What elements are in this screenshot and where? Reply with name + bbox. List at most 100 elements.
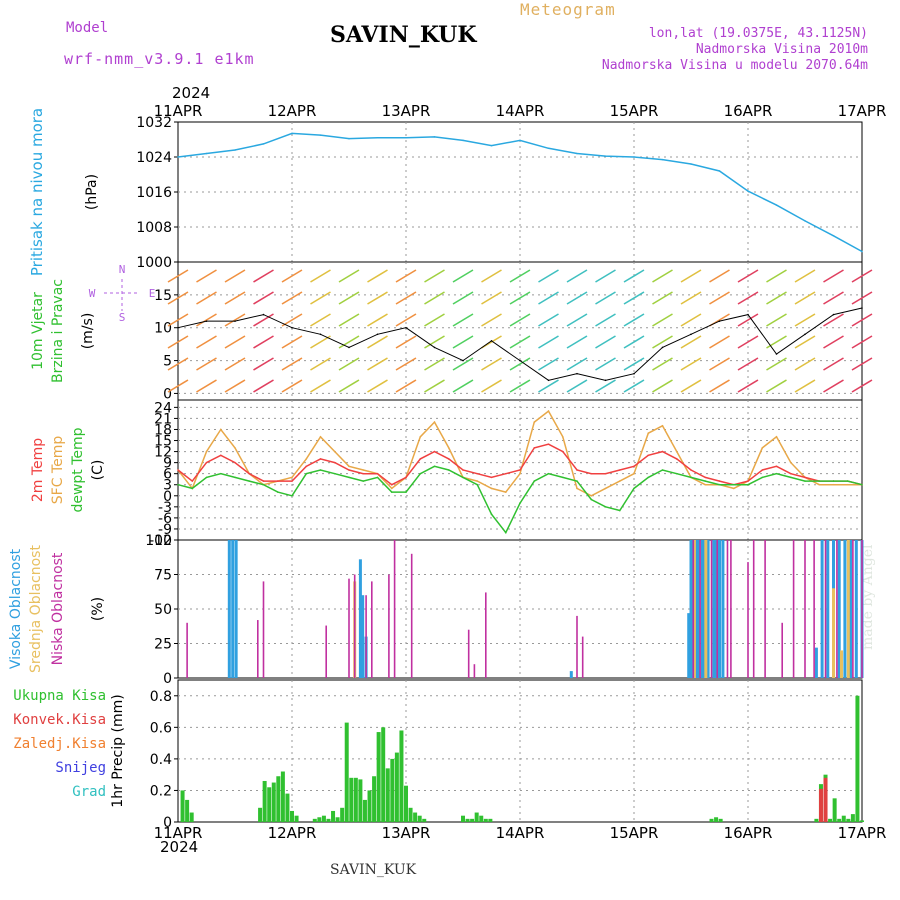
wind_speed-point [376,333,379,336]
wind-barb [709,335,730,349]
pressure-point [234,149,236,151]
wind-barb [851,313,873,327]
wind-barb [310,357,331,371]
sfc_temp-point [675,450,678,453]
wind_speed-point [490,340,493,342]
temp2m-point [633,465,635,468]
wind-barb [794,335,816,349]
high_cloud-bar [697,540,701,678]
temperature-y-tick-label: 3 [163,478,172,494]
temp2m-point [433,450,436,453]
dewpt-point [248,480,251,482]
temp2m-point [519,469,521,471]
high_cloud-bar [843,540,847,678]
wind-barb [367,291,388,305]
sfc_temp-point [561,436,564,438]
wind-barb [481,313,502,327]
dewpt-point [405,491,407,493]
pressure-point [804,220,806,222]
low_cloud-bar [393,540,396,678]
wind-barb [310,335,331,349]
compass-south: S [119,311,126,324]
temp2m-point [177,469,179,471]
sfc_temp-point [390,487,393,490]
wind-barb [538,313,559,327]
sfc_temp-point [576,487,578,490]
compass-east: E [149,287,156,300]
precip_total-bar [385,768,390,822]
low_cloud-bar [836,540,838,678]
wind-barb [310,313,331,327]
pressure-point [319,134,322,136]
pressure-point [262,143,265,145]
wind-barb [481,291,502,305]
wind-barb [452,357,474,371]
sfc_temp-point [476,480,479,482]
temperature-y-tick-label: -3 [158,500,172,516]
dewpt-point [761,476,764,479]
precip_total-bar [404,785,408,822]
temp2m-point [789,472,792,475]
wind-barb [851,379,873,393]
dewpt-point [177,483,179,486]
sfc_temp-point [633,472,635,475]
dewpt-point [219,472,222,475]
low_cloud-bar [353,574,356,678]
wind-barb [595,291,616,305]
wind_speed-point [661,346,664,349]
meteogram-title: Meteogram [520,0,616,19]
wind-barb [167,357,189,371]
sfc_temp-point [590,494,593,497]
wind-barb [338,335,360,349]
sfc_temp-point [319,436,322,438]
dewpt-point [747,483,749,486]
precip_total-bar [718,818,723,822]
pressure-point [747,190,749,192]
precip-panel: 0 0.2 0.4 0.6 0.8 [150,679,863,831]
high_cloud-bar [712,540,716,678]
x-tick-label-bottom: 12APR [268,824,317,842]
low_cloud-bar [730,540,732,678]
compass-north: N [119,263,126,276]
pressure-point [291,132,293,135]
x-tick-label-bottom: 17APR [838,824,887,842]
wind-barb [538,357,559,371]
temperature-y-tick-label: 15 [154,434,172,450]
pressure-point [405,136,407,139]
low_cloud-bar [699,540,701,678]
cloud-y-tick-label: 25 [154,637,172,653]
precip-y-tick-label: 0.4 [150,752,172,768]
dewpt-point [447,469,450,471]
wind-barb [766,357,787,371]
sfc_temp-point [604,487,607,490]
model-label: Model [66,20,109,36]
wind-barb [566,313,588,327]
temp2m-point [405,476,407,479]
wind-barb [538,379,559,393]
high_cloud-bar [700,540,704,678]
wind-barb [424,379,445,393]
pressure-point [775,204,778,206]
station-title: SAVIN_KUK [330,22,477,48]
sfc_temp-point [504,491,507,493]
mid_cloud-bar [839,650,843,678]
wind_speed-point [604,379,607,382]
temp2m-point [248,472,251,475]
temp2m-point [291,480,293,482]
precip_total-bar [189,812,194,822]
high_cloud-bar [849,540,853,678]
low_cloud-bar [781,622,783,678]
wind-barb [794,269,816,283]
precip_conv-bar [823,777,828,822]
low_cloud-bar [792,540,795,678]
pressure-point [490,144,493,147]
precip_total-bar [372,776,377,822]
wind-barb [367,379,388,393]
wind-barb [709,379,730,393]
temp2m-point [547,443,550,446]
temp2m-point [561,450,564,453]
low_cloud-bar [692,540,695,678]
wind-barb [224,335,246,349]
wind-barb [338,291,360,305]
low_cloud-bar [852,540,854,678]
